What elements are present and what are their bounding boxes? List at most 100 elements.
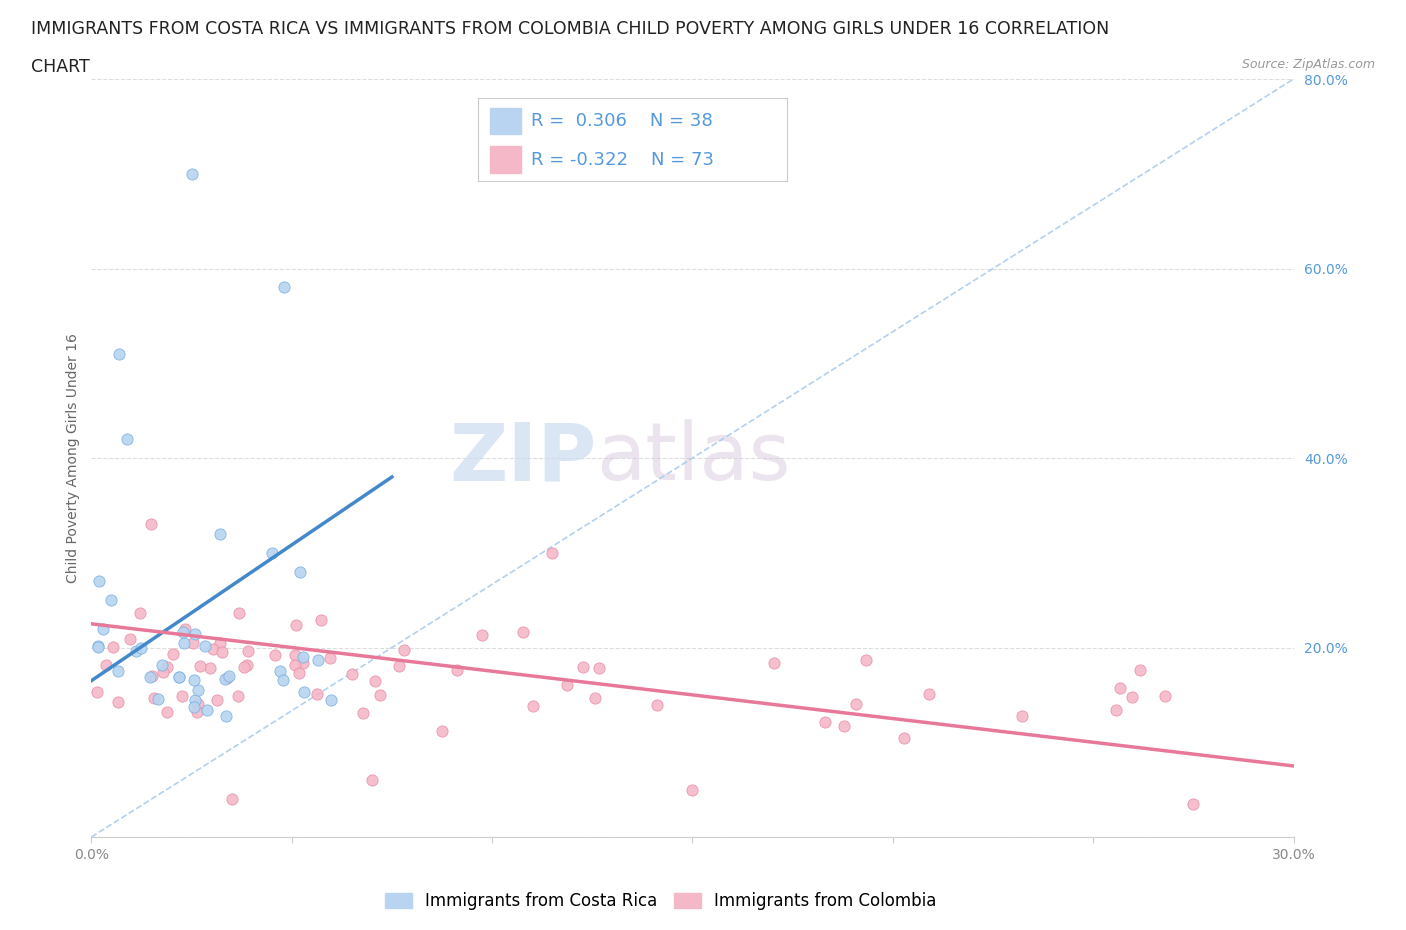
Point [108,346,131,361]
Point [194,639,217,654]
Point [352,705,374,720]
Point [814,714,837,729]
Point [392,642,415,657]
Point [180,166,202,181]
Point [360,773,382,788]
Point [129,605,152,620]
Bar [491,108,522,135]
Point [292,684,315,699]
Point [184,692,207,707]
Point [232,659,254,674]
Point [855,652,877,667]
Point [173,635,195,650]
Point [541,545,564,560]
Point [1121,689,1143,704]
Point [118,631,141,646]
Point [214,671,236,686]
Point [681,782,703,797]
Point [101,640,124,655]
Point [187,697,209,711]
Point [209,635,232,650]
Point [142,691,165,706]
Point [169,670,191,684]
Text: atlas: atlas [596,419,790,497]
Text: Source: ZipAtlas.com: Source: ZipAtlas.com [1241,58,1375,71]
Point [273,280,295,295]
Point [918,686,941,701]
Point [1154,688,1177,703]
Point [645,698,668,712]
Point [307,653,329,668]
Point [340,667,363,682]
Point [832,718,855,733]
Point [1109,680,1132,695]
Text: R = -0.322    N = 73: R = -0.322 N = 73 [530,151,714,168]
Point [1182,796,1205,811]
Point [107,664,129,679]
Point [211,644,233,659]
Point [318,651,340,666]
Text: ZIP: ZIP [449,419,596,497]
Point [195,703,218,718]
Point [236,643,259,658]
Point [557,678,579,693]
Point [845,697,868,711]
Point [269,663,291,678]
Point [167,670,190,684]
Point [129,641,152,656]
Point [162,646,184,661]
Point [86,684,108,699]
Point [117,432,139,446]
Legend: Immigrants from Costa Rica, Immigrants from Colombia: Immigrants from Costa Rica, Immigrants f… [378,885,943,917]
Point [141,517,163,532]
Point [188,659,211,674]
Point [1011,709,1033,724]
Point [522,698,544,713]
Text: CHART: CHART [31,58,90,75]
Point [96,658,118,672]
Point [388,658,411,673]
Text: R =  0.306    N = 38: R = 0.306 N = 38 [530,113,713,130]
Point [172,624,194,639]
Point [183,699,205,714]
Point [107,695,129,710]
Point [141,669,163,684]
Point [202,642,225,657]
Bar [491,146,522,173]
Point [208,526,231,541]
Point [125,644,148,658]
Point [205,693,228,708]
Y-axis label: Child Poverty Among Girls Under 16: Child Poverty Among Girls Under 16 [66,333,80,583]
Point [588,660,610,675]
Point [198,660,221,675]
Point [221,791,243,806]
Point [152,665,174,680]
Point [226,689,249,704]
Point [235,658,257,672]
Point [446,662,468,677]
Point [284,658,307,672]
Point [432,724,454,738]
Point [264,647,287,662]
Point [170,688,193,703]
Point [100,592,122,607]
Point [89,574,111,589]
Point [217,671,239,685]
Point [309,612,332,627]
Point [291,649,314,664]
Point [150,658,173,672]
Point [583,690,606,705]
Point [218,669,240,684]
Point [762,656,785,671]
Point [183,636,205,651]
Point [187,683,209,698]
Point [1129,662,1152,677]
Point [1105,702,1128,717]
Point [572,659,595,674]
Point [292,656,315,671]
Point [284,648,307,663]
Point [148,691,170,706]
Point [288,665,311,680]
Point [260,545,283,560]
Point [471,628,494,643]
